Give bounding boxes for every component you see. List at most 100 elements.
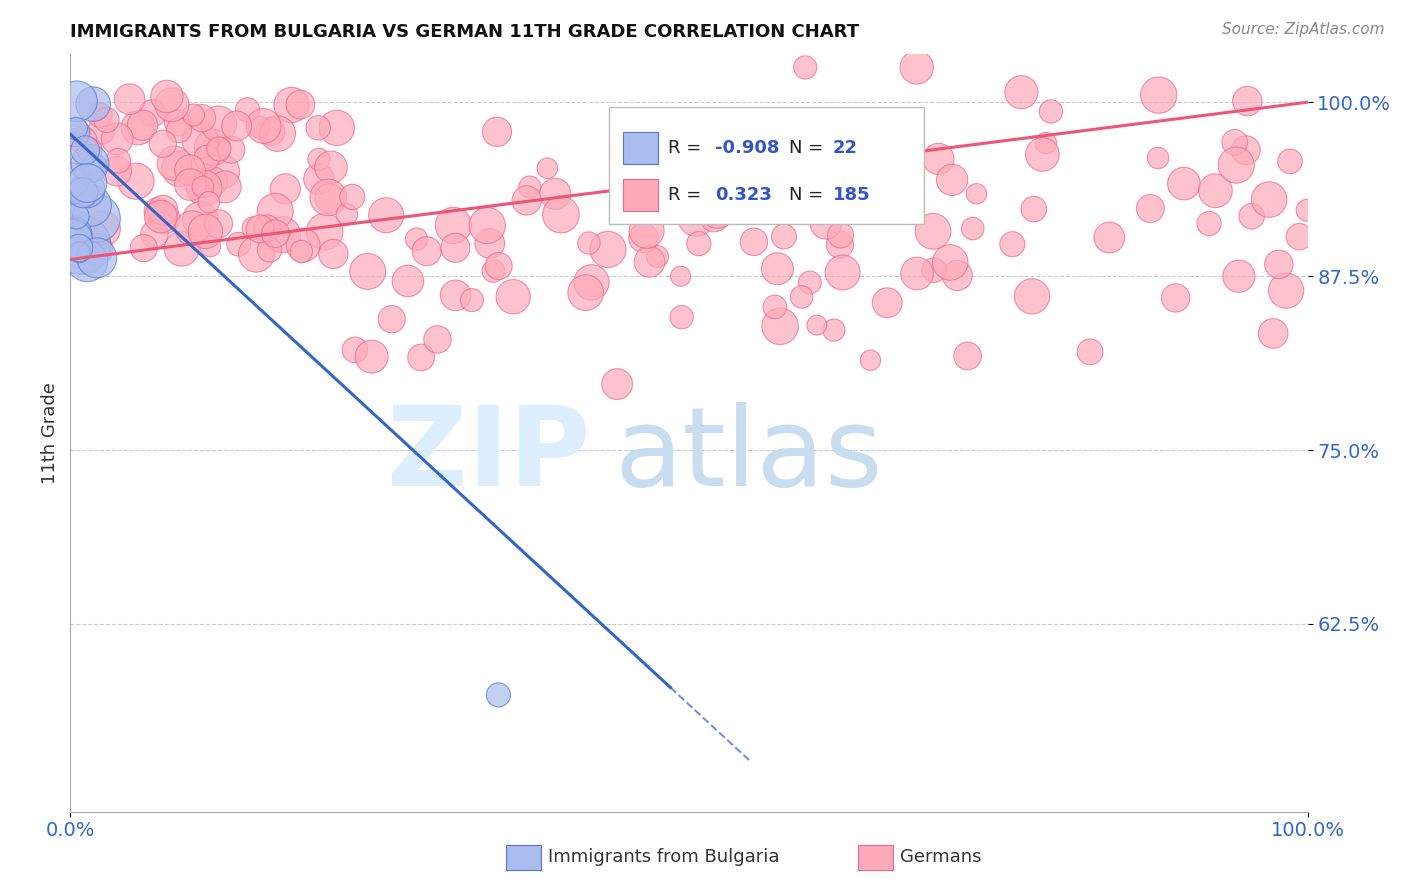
- Point: [153, 211, 176, 226]
- Point: [256, 221, 278, 235]
- Point: [314, 225, 336, 239]
- Point: [152, 203, 174, 218]
- Point: [962, 221, 984, 235]
- Point: [1225, 158, 1247, 172]
- Point: [69, 245, 91, 260]
- Point: [228, 237, 250, 252]
- Point: [146, 204, 169, 219]
- Point: [65, 121, 87, 136]
- Point: [742, 235, 765, 249]
- Bar: [609, 107, 924, 224]
- Point: [516, 194, 538, 208]
- Point: [160, 97, 183, 112]
- Point: [308, 172, 330, 186]
- Point: [67, 241, 90, 255]
- Point: [769, 319, 792, 334]
- Point: [264, 227, 287, 241]
- Point: [62, 172, 84, 186]
- Point: [1010, 85, 1032, 99]
- Point: [581, 276, 603, 290]
- Point: [72, 186, 94, 200]
- Point: [193, 181, 215, 195]
- Point: [149, 210, 172, 224]
- Point: [859, 353, 882, 368]
- Point: [519, 180, 541, 194]
- Point: [1173, 177, 1195, 191]
- Point: [544, 186, 567, 201]
- Point: [191, 111, 214, 125]
- Bar: [623, 179, 658, 211]
- Point: [1278, 154, 1301, 169]
- Point: [179, 178, 201, 192]
- Point: [79, 156, 101, 170]
- Point: [814, 216, 837, 230]
- Point: [578, 235, 600, 250]
- Point: [188, 134, 211, 148]
- Point: [922, 224, 945, 238]
- Point: [188, 212, 211, 227]
- Point: [596, 243, 619, 257]
- Point: [84, 211, 107, 226]
- Point: [478, 236, 501, 251]
- Point: [766, 261, 789, 276]
- Point: [247, 120, 270, 135]
- Point: [319, 161, 342, 175]
- Point: [1147, 151, 1170, 165]
- Point: [717, 153, 740, 168]
- Point: [141, 106, 163, 120]
- Point: [186, 177, 208, 191]
- Point: [1139, 202, 1161, 216]
- Point: [1021, 289, 1043, 303]
- Point: [131, 118, 153, 132]
- Point: [1001, 237, 1024, 252]
- Point: [208, 142, 231, 156]
- Point: [688, 236, 710, 251]
- Text: 185: 185: [832, 186, 870, 204]
- Point: [766, 186, 789, 200]
- Point: [82, 97, 104, 112]
- Text: N =: N =: [789, 139, 830, 157]
- Point: [105, 132, 128, 146]
- Point: [198, 239, 221, 253]
- Point: [65, 209, 87, 223]
- Point: [461, 293, 484, 307]
- Point: [242, 221, 264, 235]
- Point: [77, 143, 100, 157]
- Point: [792, 177, 814, 191]
- Point: [70, 238, 93, 252]
- Point: [416, 244, 439, 259]
- Text: N =: N =: [789, 186, 830, 204]
- Y-axis label: 11th Grade: 11th Grade: [41, 382, 59, 483]
- Point: [1223, 136, 1246, 150]
- Point: [259, 243, 281, 257]
- Point: [86, 251, 108, 265]
- Point: [922, 263, 945, 277]
- Point: [118, 92, 141, 106]
- Point: [125, 174, 148, 188]
- Point: [194, 224, 217, 238]
- Point: [322, 247, 344, 261]
- Point: [1258, 193, 1281, 207]
- Point: [1204, 184, 1226, 198]
- Point: [488, 259, 510, 273]
- Point: [181, 221, 204, 235]
- Point: [1035, 136, 1057, 150]
- Point: [245, 247, 267, 261]
- Point: [828, 237, 851, 252]
- Text: 22: 22: [832, 139, 858, 157]
- Point: [426, 333, 449, 347]
- Text: R =: R =: [668, 186, 707, 204]
- Point: [201, 175, 224, 189]
- Point: [326, 120, 349, 135]
- Point: [170, 242, 193, 256]
- Point: [132, 241, 155, 255]
- Point: [357, 264, 380, 278]
- Point: [274, 182, 297, 196]
- Point: [1164, 291, 1187, 305]
- Point: [939, 255, 962, 269]
- Point: [201, 140, 224, 154]
- Point: [280, 98, 302, 112]
- Point: [211, 164, 233, 178]
- Text: -0.908: -0.908: [714, 139, 779, 157]
- Point: [381, 312, 404, 326]
